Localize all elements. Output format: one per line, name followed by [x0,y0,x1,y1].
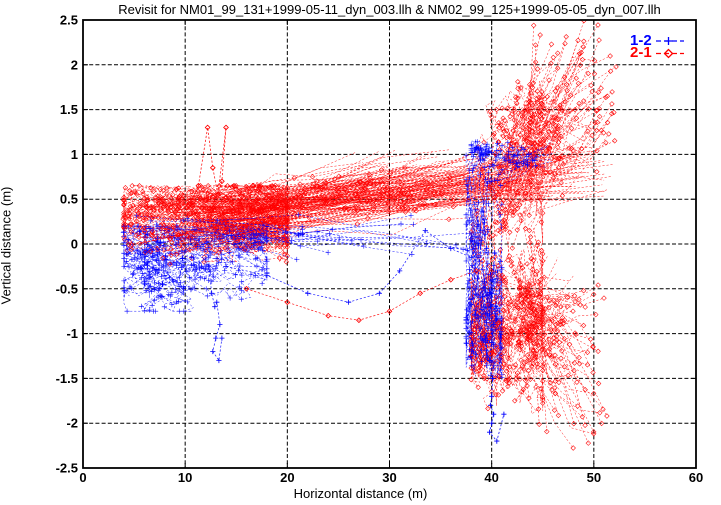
svg-text:20: 20 [280,470,294,485]
svg-text:0: 0 [79,470,86,485]
svg-text:1.5: 1.5 [60,102,78,117]
svg-text:2-1: 2-1 [630,44,652,61]
svg-text:-2.5: -2.5 [56,461,78,476]
svg-text:2.5: 2.5 [60,13,78,28]
svg-text:30: 30 [382,470,396,485]
svg-text:0.5: 0.5 [60,192,78,207]
svg-text:60: 60 [689,470,703,485]
svg-text:2: 2 [71,57,78,72]
svg-text:1: 1 [71,147,78,162]
svg-text:-1: -1 [66,326,78,341]
svg-text:-1.5: -1.5 [56,371,78,386]
svg-text:-0.5: -0.5 [56,281,78,296]
svg-text:0: 0 [71,237,78,252]
svg-text:-2: -2 [66,416,78,431]
svg-text:10: 10 [178,470,192,485]
svg-text:50: 50 [587,470,601,485]
svg-text:40: 40 [484,470,498,485]
